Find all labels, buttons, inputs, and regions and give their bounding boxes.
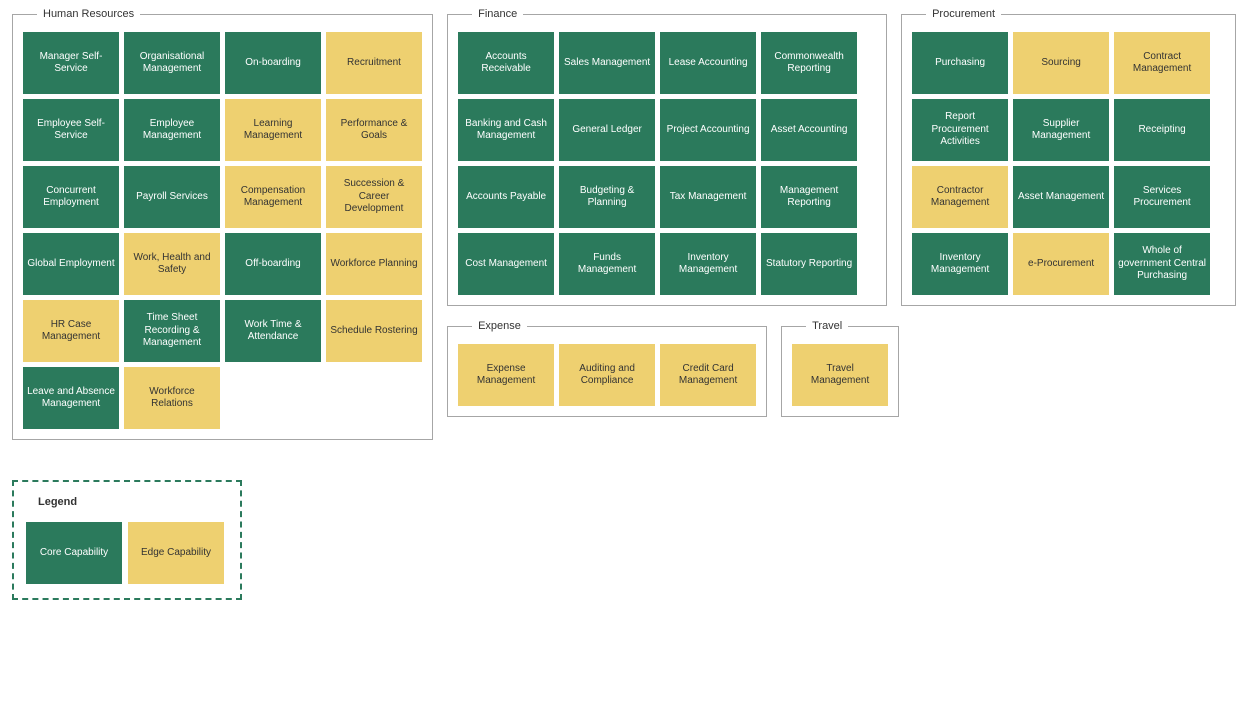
panel-expense: Expense Expense Management Auditing and … bbox=[447, 320, 767, 417]
grid-finance: Accounts Receivable Sales Management Lea… bbox=[458, 32, 876, 295]
capability-cell: Employee Self-Service bbox=[23, 99, 119, 161]
capability-cell: Recruitment bbox=[326, 32, 422, 94]
capability-cell: Organisational Management bbox=[124, 32, 220, 94]
column-hr: Human Resources Manager Self-Service Org… bbox=[12, 8, 433, 440]
capability-cell: Concurrent Employment bbox=[23, 166, 119, 228]
capability-cell: Off-boarding bbox=[225, 233, 321, 295]
capability-cell: Expense Management bbox=[458, 344, 554, 406]
capability-cell: Accounts Payable bbox=[458, 166, 554, 228]
capability-cell: Sales Management bbox=[559, 32, 655, 94]
capability-cell: Commonwealth Reporting bbox=[761, 32, 857, 94]
capability-cell: HR Case Management bbox=[23, 300, 119, 362]
column-finance: Finance Accounts Receivable Sales Manage… bbox=[447, 8, 887, 417]
row-expense-travel: Expense Expense Management Auditing and … bbox=[447, 320, 887, 417]
capability-cell: Work Time & Attendance bbox=[225, 300, 321, 362]
capability-cell: Contractor Management bbox=[912, 166, 1008, 228]
capability-cell: General Ledger bbox=[559, 99, 655, 161]
capability-cell: Project Accounting bbox=[660, 99, 756, 161]
legend-title: Legend bbox=[38, 496, 228, 508]
capability-cell: Learning Management bbox=[225, 99, 321, 161]
capability-cell: Tax Management bbox=[660, 166, 756, 228]
capability-cell: Contract Management bbox=[1114, 32, 1210, 94]
capability-cell: Statutory Reporting bbox=[761, 233, 857, 295]
capability-cell: Performance & Goals bbox=[326, 99, 422, 161]
capability-cell: Work, Health and Safety bbox=[124, 233, 220, 295]
capability-cell: Whole of government Central Purchasing bbox=[1114, 233, 1210, 295]
column-procurement: Procurement Purchasing Sourcing Contract… bbox=[901, 8, 1236, 306]
capability-cell: Leave and Absence Management bbox=[23, 367, 119, 429]
capability-cell: Banking and Cash Management bbox=[458, 99, 554, 161]
panel-human-resources: Human Resources Manager Self-Service Org… bbox=[12, 8, 433, 440]
capability-cell: Supplier Management bbox=[1013, 99, 1109, 161]
capability-cell: Manager Self-Service bbox=[23, 32, 119, 94]
capability-cell: Asset Accounting bbox=[761, 99, 857, 161]
capability-cell: On-boarding bbox=[225, 32, 321, 94]
capability-cell: Funds Management bbox=[559, 233, 655, 295]
capability-cell: Time Sheet Recording & Management bbox=[124, 300, 220, 362]
capability-cell: Compensation Management bbox=[225, 166, 321, 228]
capability-cell: Workforce Planning bbox=[326, 233, 422, 295]
capability-cell: Travel Management bbox=[792, 344, 888, 406]
legend-box: Legend Core Capability Edge Capability bbox=[12, 480, 242, 600]
capability-cell: Inventory Management bbox=[912, 233, 1008, 295]
capability-cell: Inventory Management bbox=[660, 233, 756, 295]
legend-swatch-edge: Edge Capability bbox=[128, 522, 224, 584]
capability-cell: Budgeting & Planning bbox=[559, 166, 655, 228]
capability-cell: Report Procurement Activities bbox=[912, 99, 1008, 161]
capability-cell: Schedule Rostering bbox=[326, 300, 422, 362]
legend-swatch-core: Core Capability bbox=[26, 522, 122, 584]
capability-cell: Lease Accounting bbox=[660, 32, 756, 94]
panel-procurement: Procurement Purchasing Sourcing Contract… bbox=[901, 8, 1236, 306]
panel-title-travel: Travel bbox=[806, 320, 848, 332]
capability-cell: Employee Management bbox=[124, 99, 220, 161]
capability-cell: Auditing and Compliance bbox=[559, 344, 655, 406]
grid-hr: Manager Self-Service Organisational Mana… bbox=[23, 32, 422, 429]
panel-title-procurement: Procurement bbox=[926, 8, 1001, 20]
panel-finance: Finance Accounts Receivable Sales Manage… bbox=[447, 8, 887, 306]
capability-cell: e-Procurement bbox=[1013, 233, 1109, 295]
panel-title-expense: Expense bbox=[472, 320, 527, 332]
capability-cell: Cost Management bbox=[458, 233, 554, 295]
capability-cell: Accounts Receivable bbox=[458, 32, 554, 94]
capability-cell: Purchasing bbox=[912, 32, 1008, 94]
capability-cell: Asset Management bbox=[1013, 166, 1109, 228]
capability-cell: Management Reporting bbox=[761, 166, 857, 228]
capability-cell: Sourcing bbox=[1013, 32, 1109, 94]
capability-cell: Services Procurement bbox=[1114, 166, 1210, 228]
grid-procurement: Purchasing Sourcing Contract Management … bbox=[912, 32, 1225, 295]
legend-row: Core Capability Edge Capability bbox=[26, 522, 230, 584]
diagram-root: Human Resources Manager Self-Service Org… bbox=[12, 8, 1236, 440]
grid-travel: Travel Management bbox=[792, 344, 888, 406]
panel-travel: Travel Travel Management bbox=[781, 320, 899, 417]
capability-cell: Succession & Career Development bbox=[326, 166, 422, 228]
capability-cell: Credit Card Management bbox=[660, 344, 756, 406]
grid-expense: Expense Management Auditing and Complian… bbox=[458, 344, 756, 406]
capability-cell: Global Employment bbox=[23, 233, 119, 295]
panel-title-hr: Human Resources bbox=[37, 8, 140, 20]
capability-cell: Receipting bbox=[1114, 99, 1210, 161]
panel-title-finance: Finance bbox=[472, 8, 523, 20]
capability-cell: Payroll Services bbox=[124, 166, 220, 228]
capability-cell: Workforce Relations bbox=[124, 367, 220, 429]
